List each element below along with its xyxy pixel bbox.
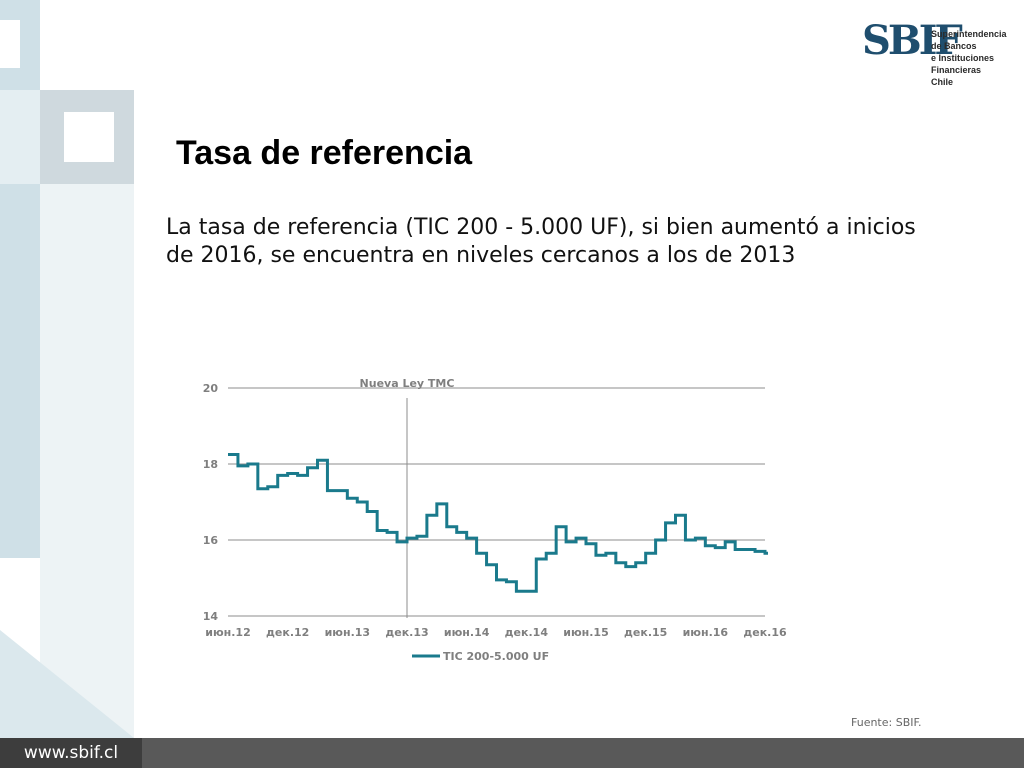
decor-square-white (64, 112, 114, 162)
x-tick-label: июн.13 (325, 626, 371, 639)
x-tick-label: июн.16 (683, 626, 729, 639)
x-tick-label: дек.16 (743, 626, 787, 639)
logo-line: de Bancos (931, 41, 977, 51)
annotation-label: Nueva Ley TMC (360, 377, 455, 390)
x-tick-label: дек.15 (624, 626, 667, 639)
page-title: Tasa de referencia (176, 134, 473, 172)
line-chart: 14 16 18 20 Nueva Ley TMC июн.12 дек.12 июн.13 д… (203, 377, 787, 663)
y-tick-label: 18 (203, 458, 218, 471)
logo-caption: Superintendencia de Bancos e Institucion… (931, 28, 1007, 88)
decor-block-inner (0, 20, 20, 68)
page-subtitle: La tasa de referencia (TIC 200 - 5.000 U… (166, 215, 916, 268)
x-tick-label: июн.12 (205, 626, 251, 639)
decor-triangle (0, 630, 134, 738)
x-tick-label: дек.14 (505, 626, 549, 639)
x-tick-label: дек.12 (266, 626, 309, 639)
x-tick-label: июн.15 (563, 626, 609, 639)
y-tick-label: 16 (203, 534, 219, 547)
y-tick-label: 14 (203, 610, 219, 623)
legend-label: TIC 200-5.000 UF (443, 650, 549, 663)
decor-lower-panel (40, 184, 134, 738)
source-note: Fuente: SBIF. (851, 716, 922, 729)
series-line (228, 453, 768, 593)
decor-panel (0, 90, 40, 184)
footer-url[interactable]: www.sbif.cl (0, 738, 142, 768)
footer-bar (0, 738, 1024, 768)
logo-line: Financieras (931, 65, 982, 75)
logo-line: Chile (931, 77, 954, 87)
decor-column (0, 184, 40, 558)
x-tick-label: дек.13 (385, 626, 428, 639)
logo-mark: SBIF (862, 17, 963, 64)
x-tick-label: июн.14 (444, 626, 490, 639)
logo-line: e Instituciones (931, 53, 995, 63)
y-tick-label: 20 (203, 382, 219, 395)
logo-line: Superintendencia (931, 29, 1007, 39)
